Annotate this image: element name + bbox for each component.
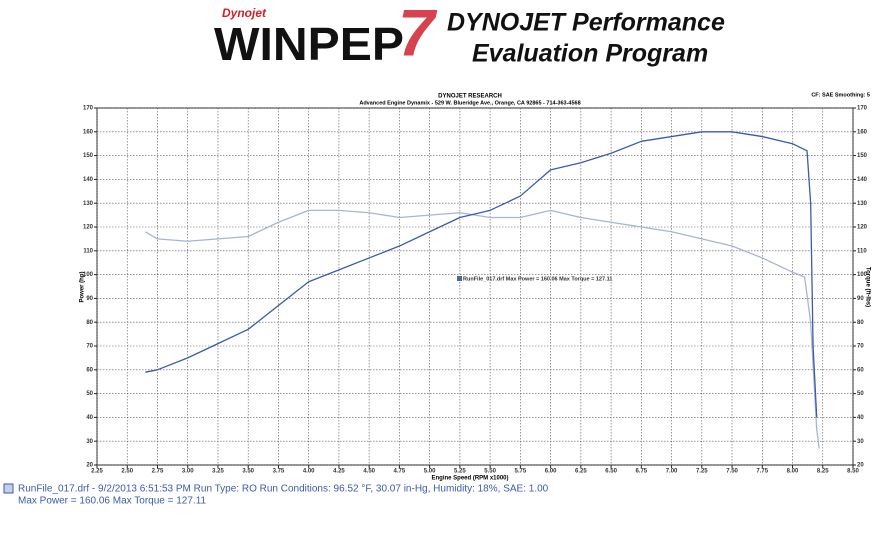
x-tick-label: 2.25 <box>91 469 103 475</box>
y-tick-label: 130 <box>83 201 94 207</box>
plot-frame <box>96 107 854 466</box>
x-tick-label: 3.75 <box>273 469 285 475</box>
y-tick-label: 20 <box>86 463 93 469</box>
y2-tick-label: 110 <box>857 248 867 254</box>
y2-tick-label: 40 <box>857 415 864 421</box>
y-tick-label: 90 <box>86 296 93 302</box>
x-tick-label: 5.50 <box>484 469 496 475</box>
y2-axis-label: Torque (ft-lbs) <box>864 267 870 307</box>
x-tick-label: 2.50 <box>121 469 133 475</box>
x-tick-label: 3.50 <box>242 469 254 475</box>
x-tick-label: 7.00 <box>666 469 678 475</box>
y2-tick-label: 50 <box>857 391 864 397</box>
y-tick-label: 170 <box>83 106 94 112</box>
y-tick-label: 70 <box>86 344 93 350</box>
x-tick-label: 8.00 <box>787 469 799 475</box>
y-axis-label: Power (hp) <box>80 271 86 302</box>
y2-tick-label: 20 <box>857 463 864 469</box>
y-tick-label: 150 <box>83 153 94 159</box>
x-tick-label: 4.75 <box>394 469 406 475</box>
y2-tick-label: 80 <box>857 320 864 326</box>
x-tick-label: 4.25 <box>333 469 345 475</box>
y2-tick-label: 160 <box>857 129 868 135</box>
x-tick-label: 4.00 <box>303 469 315 475</box>
y-tick-label: 40 <box>86 415 93 421</box>
chart-subtitle: Advanced Engine Dynamix - 529 W. Bluerid… <box>359 100 580 106</box>
x-tick-label: 5.00 <box>424 469 436 475</box>
series-line <box>145 209 820 449</box>
y-tick-label: 100 <box>83 272 94 278</box>
y2-tick-label: 170 <box>857 106 868 112</box>
header-line1: DYNOJET Performance <box>447 9 725 37</box>
y2-tick-label: 130 <box>857 201 868 207</box>
x-tick-label: 8.25 <box>817 469 829 475</box>
x-tick-label: 6.75 <box>635 469 647 475</box>
x-tick-label: 2.75 <box>152 469 164 475</box>
annotation: RunFile_017.drf Max Power = 160.06 Max T… <box>463 276 612 282</box>
y-tick-label: 50 <box>86 391 93 397</box>
y2-tick-label: 120 <box>857 225 868 231</box>
x-axis-label: Engine Speed (RPM x1000) <box>431 476 508 482</box>
series-line <box>145 131 818 418</box>
y-tick-label: 160 <box>83 129 94 135</box>
y2-tick-label: 100 <box>857 272 868 278</box>
version: 7 <box>398 0 438 69</box>
y-tick-label: 30 <box>86 439 93 445</box>
brand: Dynojet <box>222 6 267 20</box>
x-tick-label: 7.50 <box>726 469 738 475</box>
x-tick-label: 3.25 <box>212 469 224 475</box>
header-line2: Evaluation Program <box>472 40 708 68</box>
footer-line1: RunFile_017.drf - 9/2/2013 6:51:53 PM Ru… <box>18 484 549 495</box>
chart-note: CF: SAE Smoothing: 5 <box>811 92 870 98</box>
footer-line2: Max Power = 160.06 Max Torque = 127.11 <box>18 496 207 507</box>
y-tick-label: 140 <box>83 177 94 183</box>
y-tick-label: 110 <box>83 248 93 254</box>
x-tick-label: 6.50 <box>605 469 617 475</box>
y2-tick-label: 90 <box>857 296 864 302</box>
footer-icon <box>3 483 14 494</box>
x-tick-label: 6.25 <box>575 469 587 475</box>
y-tick-label: 120 <box>83 225 94 231</box>
x-tick-label: 6.00 <box>545 469 557 475</box>
x-tick-label: 3.00 <box>182 469 194 475</box>
logo-box <box>210 6 438 74</box>
x-tick-label: 5.25 <box>454 469 466 475</box>
y2-tick-label: 30 <box>857 439 864 445</box>
chart-title: DYNOJET RESEARCH <box>438 94 502 100</box>
x-tick-label: 7.75 <box>756 469 768 475</box>
y-tick-label: 80 <box>86 320 93 326</box>
annotation-icon <box>457 276 462 281</box>
y2-tick-label: 150 <box>857 153 868 159</box>
x-tick-label: 4.50 <box>363 469 375 475</box>
x-tick-label: 8.50 <box>847 469 859 475</box>
y2-tick-label: 60 <box>857 367 864 373</box>
y2-tick-label: 70 <box>857 344 864 350</box>
y2-tick-label: 140 <box>857 177 868 183</box>
x-tick-label: 5.75 <box>515 469 527 475</box>
y-tick-label: 60 <box>86 367 93 373</box>
product: WINPEP <box>214 18 404 70</box>
x-tick-label: 7.25 <box>696 469 708 475</box>
